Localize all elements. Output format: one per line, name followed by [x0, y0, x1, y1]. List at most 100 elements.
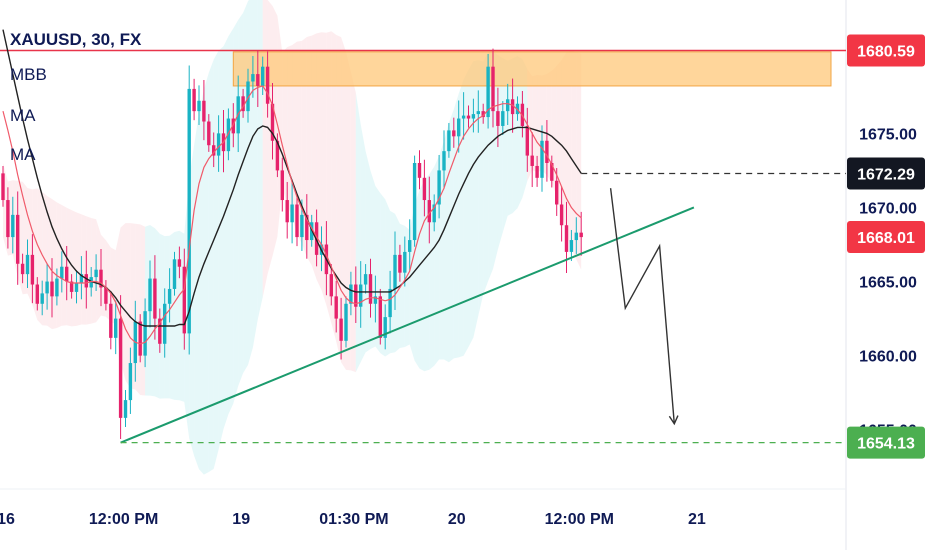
candle-body: [202, 100, 206, 122]
price-badge-label: 1654.13: [857, 436, 915, 453]
time-tick-label: 12:00 PM: [545, 511, 614, 528]
bollinger-band-segment: [311, 33, 317, 280]
bollinger-band-segment: [86, 216, 92, 325]
bollinger-band-segment: [556, 60, 562, 214]
candle-body: [163, 303, 167, 344]
candle-body: [393, 254, 397, 289]
candle-body: [11, 214, 15, 238]
indicator-mbb-label[interactable]: MBB: [10, 65, 47, 84]
bollinger-band-segment: [125, 223, 131, 389]
bollinger-band-segment: [252, 0, 258, 348]
bollinger-band-segment: [507, 58, 513, 216]
candle-body: [501, 111, 505, 126]
bollinger-band-segment: [321, 32, 327, 306]
bollinger-band-segment: [223, 36, 229, 430]
candle-body: [25, 254, 30, 275]
candle-body: [216, 133, 221, 156]
candle-body: [408, 240, 412, 252]
bollinger-band-segment: [257, 0, 263, 320]
candle-body: [265, 66, 270, 104]
price-badge-label: 1680.59: [857, 44, 915, 61]
candle-body: [246, 81, 250, 112]
candle-body: [55, 278, 59, 297]
candle-body: [104, 287, 108, 304]
candle-body: [226, 118, 231, 152]
time-tick-label: 01:30 PM: [319, 511, 388, 528]
projection-path: [609, 188, 675, 424]
candle-body: [138, 321, 142, 356]
ma-fast-line: [2, 85, 582, 345]
candle-body: [510, 99, 515, 115]
candles: [1, 48, 583, 439]
candle-body: [187, 88, 191, 334]
bollinger-band-segment: [350, 72, 356, 373]
candle-body: [466, 115, 471, 119]
candle-body: [60, 266, 64, 279]
bollinger-band-segment: [76, 212, 82, 326]
bollinger-band-segment: [213, 50, 219, 469]
candle-body: [388, 288, 392, 318]
bollinger-band-segment: [174, 230, 180, 401]
candle-body: [16, 214, 20, 264]
candle-body: [403, 251, 407, 273]
time-tick-label: 20: [448, 511, 466, 528]
bollinger-band-segment: [203, 72, 209, 475]
candle-body: [339, 318, 343, 341]
candle-body: [69, 281, 74, 292]
candle-body: [251, 74, 255, 82]
symbol-header[interactable]: XAUUSD, 30, FX: [10, 30, 142, 49]
time-tick-label: 16: [0, 511, 15, 528]
annotations: [120, 172, 846, 444]
candle-body: [231, 118, 235, 134]
bollinger-band-segment: [517, 56, 523, 209]
bollinger-band-segment: [56, 202, 62, 328]
candle-body: [256, 74, 260, 86]
bollinger-band-segment: [360, 124, 366, 363]
price-tick-label: 1660.00: [859, 349, 917, 366]
price-badge: [847, 426, 925, 459]
candle-body: [506, 99, 510, 112]
candle-body: [481, 111, 485, 118]
bollinger-band-segment: [566, 50, 572, 249]
bollinger-band-segment: [522, 59, 528, 198]
candle-body: [153, 278, 157, 319]
bollinger-band-segment: [370, 170, 376, 349]
moving-averages: [2, 29, 582, 345]
bollinger-band-segment: [453, 93, 459, 359]
candle-body: [417, 163, 422, 178]
supply-zone: [232, 51, 832, 87]
candle-body: [378, 296, 382, 338]
indicator-ma-fast-label[interactable]: MA: [10, 106, 36, 125]
bollinger-band-segment: [512, 56, 518, 214]
candle-body: [398, 254, 402, 273]
candle-body: [373, 296, 378, 304]
bollinger-band-segment: [52, 199, 57, 330]
candle-body: [349, 284, 353, 304]
bollinger-band-segment: [140, 224, 146, 396]
support-trendline: [120, 206, 695, 444]
candle-body: [447, 130, 451, 152]
candle-body: [167, 288, 172, 304]
bollinger-band-segment: [331, 31, 337, 342]
bollinger-band-segment: [301, 37, 307, 258]
price-tick-label: 1675.00: [859, 126, 917, 143]
time-tick-label: 12:00 PM: [89, 511, 158, 528]
indicator-ma-slow-label[interactable]: MA: [10, 145, 36, 164]
candle-body: [437, 170, 441, 205]
candle-body: [74, 283, 79, 292]
candle-body: [143, 311, 147, 356]
candle-body: [280, 170, 284, 201]
time-tick-label: 21: [688, 511, 706, 528]
candle-body: [158, 318, 162, 344]
bollinger-band-segment: [424, 174, 430, 372]
candle-body: [212, 145, 216, 156]
candle-body: [383, 317, 387, 338]
candle-body: [579, 232, 583, 238]
bollinger-band-segment: [208, 59, 214, 472]
candle-body: [461, 115, 466, 119]
candle-body: [35, 284, 39, 304]
bollinger-band-segment: [81, 214, 87, 325]
bollinger-band-segment: [297, 40, 302, 244]
candle-body: [182, 266, 186, 334]
